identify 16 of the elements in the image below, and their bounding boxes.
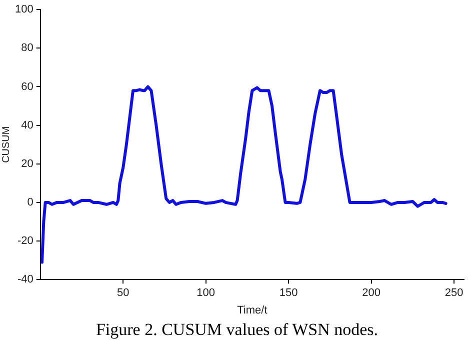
x-tick-label: 100 [196, 287, 216, 300]
y-tick-label: 100 [14, 4, 34, 16]
x-tick-label: 250 [444, 287, 464, 300]
y-tick-label: 20 [21, 158, 34, 170]
y-tick-label: 40 [21, 119, 34, 132]
y-tick-label: -40 [17, 274, 34, 286]
x-tick-label: 150 [279, 287, 298, 300]
y-tick-label: 60 [21, 80, 34, 93]
x-tick-label: 50 [116, 287, 130, 300]
y-tick-label: -20 [17, 235, 34, 248]
y-tick-label: 80 [21, 42, 34, 54]
y-tick-label: 0 [27, 196, 34, 208]
x-axis-title: Time/t [237, 304, 268, 316]
caption: Figure 2. CUSUM values of WSN nodes. [94, 320, 380, 340]
y-axis-title: CUSUM [0, 126, 12, 163]
x-tick-label: 200 [362, 287, 381, 300]
